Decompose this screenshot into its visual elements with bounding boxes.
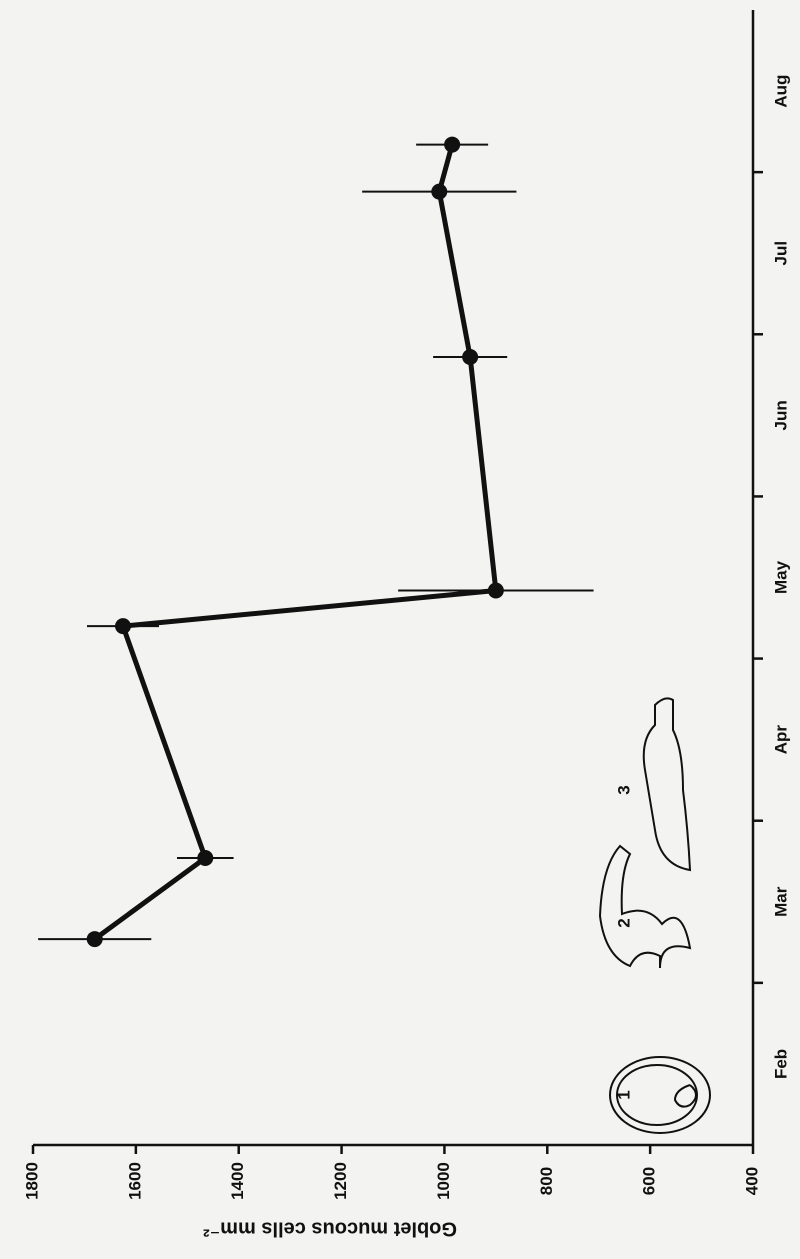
y-tick-label: 800 (537, 1167, 556, 1195)
y-tick-label: 400 (742, 1167, 761, 1195)
x-tick-label: Jul (771, 241, 790, 266)
x-tick-label: Feb (771, 1049, 790, 1079)
y-tick-label: 1800 (22, 1162, 41, 1200)
stage-drawings (598, 697, 711, 1134)
stage-label: 2 (614, 918, 633, 927)
egg-drawing (673, 1084, 697, 1108)
data-point (431, 183, 448, 200)
y-tick-label: 1400 (228, 1162, 247, 1200)
data-point (487, 582, 504, 599)
x-tick-label: Jun (771, 400, 790, 430)
stage-label: 3 (614, 785, 633, 794)
x-tick-label: Aug (771, 75, 790, 108)
x-tick-label: May (771, 560, 790, 594)
x-tick-label: Apr (771, 725, 790, 755)
data-point (86, 931, 103, 948)
data-line (93, 143, 499, 942)
data-point (462, 348, 479, 365)
y-tick-label: 1600 (125, 1162, 144, 1200)
y-tick-label: 1000 (434, 1162, 453, 1200)
y-tick-label: 1200 (331, 1162, 350, 1200)
data-point (115, 618, 131, 635)
y-tick-label: 600 (640, 1167, 659, 1195)
data-point (444, 136, 461, 153)
data-point (197, 850, 214, 867)
y-axis-title: Goblet mucous cells mm⁻² (203, 1218, 457, 1240)
juvenile-drawing (642, 697, 692, 872)
x-tick-label: Mar (771, 886, 790, 917)
larva-drawing (598, 844, 692, 969)
stage-label: 1 (614, 1090, 633, 1099)
egg-drawing (609, 1056, 711, 1134)
